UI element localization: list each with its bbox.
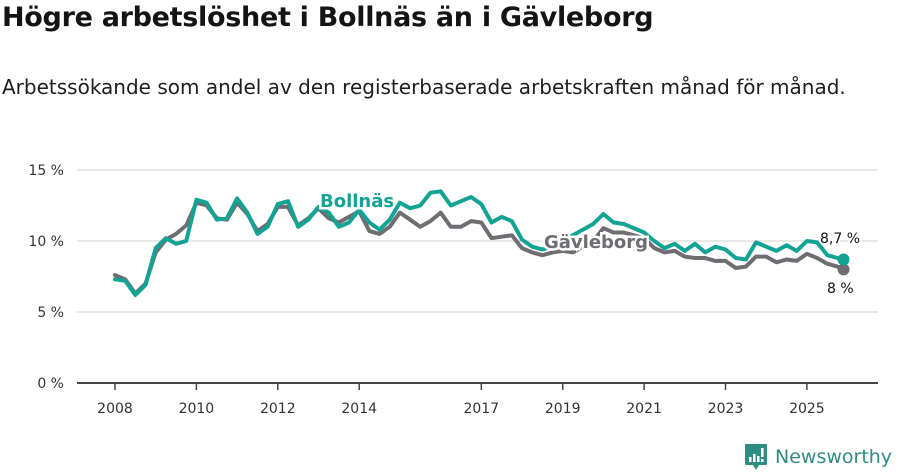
x-tick-label: 2010 — [179, 401, 215, 417]
gavleborg-end-value: 8 % — [827, 281, 854, 297]
bollnas-end-dot — [837, 253, 850, 266]
bollnas-end-value: 8,7 % — [820, 231, 860, 247]
x-tick-label: 2017 — [463, 401, 499, 417]
bollnas-line — [113, 189, 846, 297]
x-tick-label: 2021 — [626, 401, 662, 417]
y-tick-label: 5 % — [37, 305, 64, 321]
chart-title: Högre arbetslöshet i Bollnäs än i Gävleb… — [2, 2, 654, 33]
gavleborg-end-dot — [837, 263, 850, 276]
x-tick-label: 2012 — [260, 401, 296, 417]
x-tick-label: 2019 — [545, 401, 581, 417]
x-tick-label: 2023 — [708, 401, 744, 417]
gavleborg-series-label: Gävleborg — [544, 232, 648, 253]
bollnas-series-label: Bollnäs — [320, 191, 394, 212]
brand-logo: Newsworthy — [744, 443, 892, 471]
y-tick-label: 15 % — [28, 163, 64, 179]
y-tick-label: 10 % — [28, 234, 64, 250]
brand-name: Newsworthy — [775, 446, 893, 468]
chart-subtitle: Arbetssökande som andel av den registerb… — [2, 75, 846, 99]
y-gridlines — [77, 169, 878, 313]
line-chart: 0 %5 %10 %15 % 2008 2010 2012 2014 2017 2019 2… — [28, 163, 878, 417]
x-tick-label: 2014 — [341, 401, 377, 417]
newsworthy-logo-icon — [745, 444, 767, 470]
y-tick-label: 0 % — [37, 376, 64, 392]
gavleborg-line — [113, 200, 846, 296]
x-axis-ticks: 2008 2010 2012 2014 2017 2019 2021 2023 2025 — [97, 383, 825, 417]
y-axis-ticks: 0 % 5 % 10 % 15 % — [28, 163, 64, 392]
x-tick-label: 2008 — [97, 401, 133, 417]
x-tick-label: 2025 — [789, 401, 825, 417]
